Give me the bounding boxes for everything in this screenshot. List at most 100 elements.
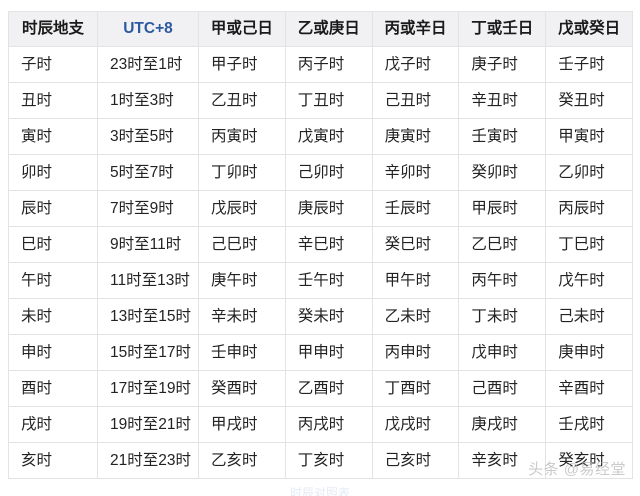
cell-ganzhi: 戊寅时	[284, 118, 373, 155]
cell-ganzhi: 壬子时	[545, 46, 633, 83]
column-header-day-jia-ji: 甲或己日	[198, 11, 286, 47]
cell-ganzhi: 己巳时	[198, 226, 286, 263]
cell-ganzhi: 己酉时	[458, 370, 547, 407]
cell-ganzhi: 丁丑时	[284, 82, 373, 119]
cell-ganzhi: 戊申时	[458, 334, 547, 371]
cell-ganzhi: 辛未时	[198, 298, 286, 335]
table-row: 亥时 21时至23时 乙亥时 丁亥时 己亥时 辛亥时 癸亥时	[8, 442, 633, 479]
cell-branch: 辰时	[8, 190, 98, 227]
column-header-branch: 时辰地支	[8, 11, 98, 47]
cell-ganzhi: 辛亥时	[458, 442, 547, 479]
cell-ganzhi: 庚辰时	[284, 190, 373, 227]
bottom-caption: 时辰对照表	[289, 487, 350, 496]
table-row: 巳时 9时至11时 己巳时 辛巳时 癸巳时 乙巳时 丁巳时	[8, 226, 633, 263]
cell-time-range: 1时至3时	[97, 82, 199, 119]
cell-ganzhi: 癸未时	[284, 298, 373, 335]
hour-stem-branch-table: 时辰地支 UTC+8 甲或己日 乙或庚日 丙或辛日 丁或壬日 戊或癸日 子时 2…	[8, 11, 633, 479]
cell-ganzhi: 辛巳时	[284, 226, 373, 263]
table-row: 酉时 17时至19时 癸酉时 乙酉时 丁酉时 己酉时 辛酉时	[8, 370, 633, 407]
table-row: 丑时 1时至3时 乙丑时 丁丑时 己丑时 辛丑时 癸丑时	[8, 82, 633, 119]
cell-ganzhi: 己丑时	[371, 82, 460, 119]
table-row: 午时 11时至13时 庚午时 壬午时 甲午时 丙午时 戊午时	[8, 262, 633, 299]
cell-time-range: 7时至9时	[97, 190, 199, 227]
cell-ganzhi: 壬寅时	[458, 118, 547, 155]
cell-ganzhi: 癸酉时	[198, 370, 286, 407]
cell-ganzhi: 乙巳时	[458, 226, 547, 263]
cell-ganzhi: 乙亥时	[198, 442, 286, 479]
column-header-day-yi-geng: 乙或庚日	[284, 11, 373, 47]
cell-ganzhi: 丁未时	[458, 298, 547, 335]
column-header-day-bing-xin: 丙或辛日	[371, 11, 460, 47]
cell-ganzhi: 壬辰时	[371, 190, 460, 227]
table-row: 未时 13时至15时 辛未时 癸未时 乙未时 丁未时 己未时	[8, 298, 633, 335]
cell-ganzhi: 丁酉时	[371, 370, 460, 407]
table-header: 时辰地支 UTC+8 甲或己日 乙或庚日 丙或辛日 丁或壬日 戊或癸日	[8, 11, 633, 47]
cell-ganzhi: 庚申时	[545, 334, 633, 371]
column-header-utc: UTC+8	[97, 11, 199, 47]
table-body: 子时 23时至1时 甲子时 丙子时 戊子时 庚子时 壬子时 丑时 1时至3时 乙…	[8, 46, 633, 479]
cell-time-range: 3时至5时	[97, 118, 199, 155]
cell-branch: 酉时	[8, 370, 98, 407]
cell-ganzhi: 癸丑时	[545, 82, 633, 119]
cell-ganzhi: 己亥时	[371, 442, 460, 479]
cell-branch: 亥时	[8, 442, 98, 479]
cell-ganzhi: 己未时	[545, 298, 633, 335]
cell-ganzhi: 丙辰时	[545, 190, 633, 227]
cell-ganzhi: 乙丑时	[198, 82, 286, 119]
cell-ganzhi: 丙申时	[371, 334, 460, 371]
cell-ganzhi: 甲戌时	[198, 406, 286, 443]
cell-ganzhi: 丙子时	[284, 46, 373, 83]
cell-branch: 丑时	[8, 82, 98, 119]
cell-time-range: 15时至17时	[97, 334, 199, 371]
cell-ganzhi: 丙戌时	[284, 406, 373, 443]
cell-ganzhi: 甲申时	[284, 334, 373, 371]
cell-ganzhi: 乙未时	[371, 298, 460, 335]
cell-ganzhi: 庚戌时	[458, 406, 547, 443]
cell-ganzhi: 乙酉时	[284, 370, 373, 407]
cell-ganzhi: 甲辰时	[458, 190, 547, 227]
cell-time-range: 5时至7时	[97, 154, 199, 191]
cell-time-range: 11时至13时	[97, 262, 199, 299]
cell-branch: 午时	[8, 262, 98, 299]
cell-time-range: 23时至1时	[97, 46, 199, 83]
cell-ganzhi: 庚子时	[458, 46, 547, 83]
table-row: 寅时 3时至5时 丙寅时 戊寅时 庚寅时 壬寅时 甲寅时	[8, 118, 633, 155]
cell-ganzhi: 甲午时	[371, 262, 460, 299]
column-header-day-wu-gui: 戊或癸日	[545, 11, 633, 47]
cell-time-range: 17时至19时	[97, 370, 199, 407]
cell-ganzhi: 甲寅时	[545, 118, 633, 155]
cell-branch: 巳时	[8, 226, 98, 263]
cell-branch: 戌时	[8, 406, 98, 443]
cell-ganzhi: 丁巳时	[545, 226, 633, 263]
cell-branch: 未时	[8, 298, 98, 335]
cell-ganzhi: 庚午时	[198, 262, 286, 299]
cell-ganzhi: 戊戌时	[371, 406, 460, 443]
cell-ganzhi: 己卯时	[284, 154, 373, 191]
cell-ganzhi: 庚寅时	[371, 118, 460, 155]
cell-ganzhi: 戊子时	[371, 46, 460, 83]
cell-time-range: 19时至21时	[97, 406, 199, 443]
cell-branch: 卯时	[8, 154, 98, 191]
cell-time-range: 21时至23时	[97, 442, 199, 479]
cell-ganzhi: 丙午时	[458, 262, 547, 299]
table-row: 子时 23时至1时 甲子时 丙子时 戊子时 庚子时 壬子时	[8, 46, 633, 83]
table-header-row: 时辰地支 UTC+8 甲或己日 乙或庚日 丙或辛日 丁或壬日 戊或癸日	[8, 11, 633, 47]
cell-ganzhi: 丁卯时	[198, 154, 286, 191]
table-row: 申时 15时至17时 壬申时 甲申时 丙申时 戊申时 庚申时	[8, 334, 633, 371]
table-row: 卯时 5时至7时 丁卯时 己卯时 辛卯时 癸卯时 乙卯时	[8, 154, 633, 191]
cell-branch: 申时	[8, 334, 98, 371]
cell-branch: 寅时	[8, 118, 98, 155]
cell-ganzhi: 壬戌时	[545, 406, 633, 443]
cell-ganzhi: 辛卯时	[371, 154, 460, 191]
cell-time-range: 13时至15时	[97, 298, 199, 335]
cell-branch: 子时	[8, 46, 98, 83]
cell-ganzhi: 辛丑时	[458, 82, 547, 119]
cell-ganzhi: 戊午时	[545, 262, 633, 299]
cell-ganzhi: 癸卯时	[458, 154, 547, 191]
cell-ganzhi: 壬申时	[198, 334, 286, 371]
table-row: 戌时 19时至21时 甲戌时 丙戌时 戊戌时 庚戌时 壬戌时	[8, 406, 633, 443]
cell-ganzhi: 戊辰时	[198, 190, 286, 227]
cell-ganzhi: 癸巳时	[371, 226, 460, 263]
cell-ganzhi: 丁亥时	[284, 442, 373, 479]
